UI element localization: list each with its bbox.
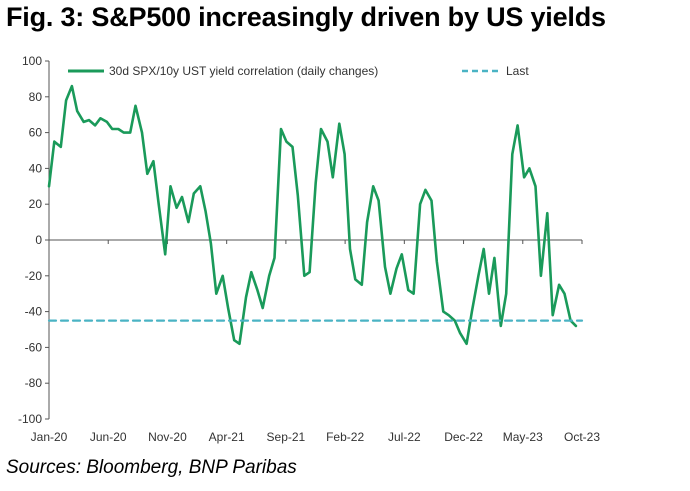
y-tick-label: 60 bbox=[29, 126, 43, 140]
x-tick-label: Dec-22 bbox=[444, 430, 483, 444]
x-tick-label: Jul-22 bbox=[388, 430, 421, 444]
chart-title: Fig. 3: S&P500 increasingly driven by US… bbox=[6, 2, 606, 32]
y-tick-label: -80 bbox=[25, 376, 43, 390]
y-axis: 100 80 60 40 20 0 -20 -40 -60 -80 -100 bbox=[18, 54, 50, 426]
x-tick-label: Feb-22 bbox=[326, 430, 364, 444]
correlation-line bbox=[47, 84, 578, 346]
y-tick-label: -20 bbox=[25, 269, 43, 283]
x-tick-label: Sep-21 bbox=[267, 430, 306, 444]
series-layer bbox=[47, 84, 584, 346]
legend-label-last: Last bbox=[506, 64, 529, 78]
source-note: Sources: Bloomberg, BNP Paribas bbox=[6, 457, 297, 478]
x-tick-label: Jun-20 bbox=[90, 430, 127, 444]
y-tick-label: 40 bbox=[29, 161, 43, 175]
x-axis: Jan-20 Jun-20 Nov-20 Apr-21 Sep-21 Feb-22 Jul-… bbox=[31, 239, 600, 444]
y-tick-label: -100 bbox=[18, 412, 42, 426]
y-tick-label: 20 bbox=[29, 197, 43, 211]
y-tick-label: -40 bbox=[25, 305, 43, 319]
x-tick-label: Jan-20 bbox=[31, 430, 68, 444]
y-tick-label: 0 bbox=[35, 233, 42, 247]
x-tick-label: May-23 bbox=[503, 430, 543, 444]
y-tick-label: -60 bbox=[25, 340, 43, 354]
legend: 30d SPX/10y UST yield correlation (daily… bbox=[68, 64, 529, 78]
x-tick-label: Nov-20 bbox=[148, 430, 187, 444]
x-tick-label: Apr-21 bbox=[209, 430, 245, 444]
y-tick-label: 100 bbox=[22, 54, 42, 68]
y-tick-label: 80 bbox=[29, 90, 43, 104]
x-tick-label: Oct-23 bbox=[564, 430, 600, 444]
legend-label-correlation: 30d SPX/10y UST yield correlation (daily… bbox=[109, 64, 378, 78]
